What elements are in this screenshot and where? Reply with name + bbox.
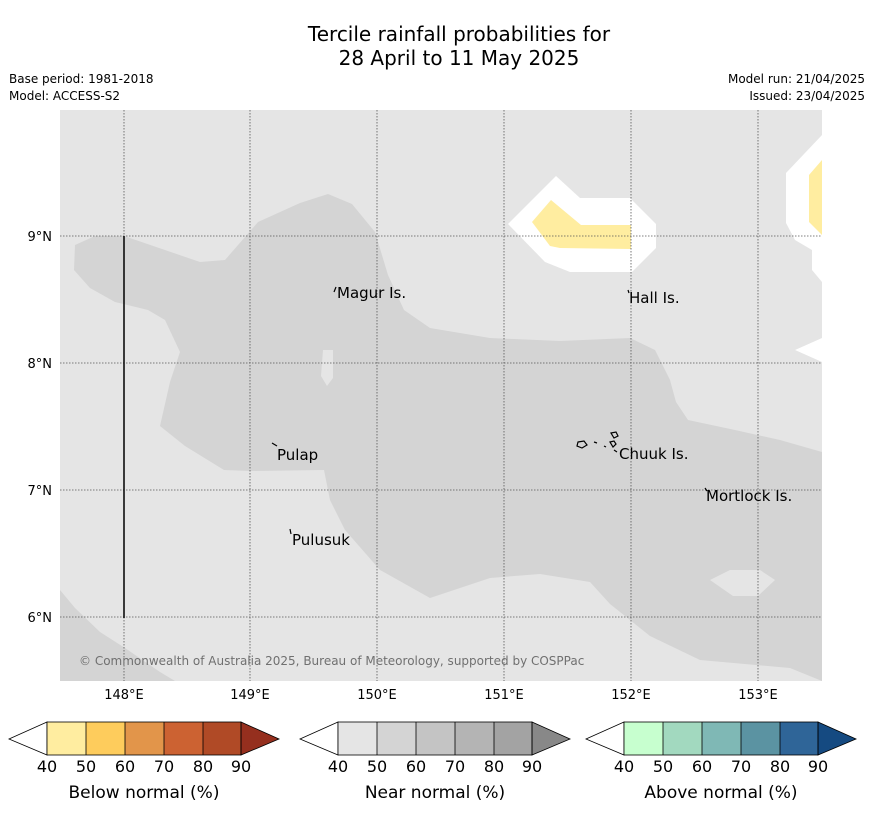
model-name: Model: ACCESS-S2 xyxy=(9,89,121,103)
legend-below-normal: 40 50 60 70 80 90 Below normal (%) xyxy=(7,721,281,803)
above-tick-80: 80 xyxy=(770,757,790,776)
place-label-magur: Magur Is. xyxy=(337,284,406,302)
lower-left-shading xyxy=(60,590,175,681)
legend-label-below: Below normal (%) xyxy=(69,783,220,803)
lon-tick-153: 153°E xyxy=(738,688,778,703)
pulap-island-mark xyxy=(271,442,278,447)
lat-tick-9: 9°N xyxy=(28,230,53,245)
place-label-mortlock: Mortlock Is. xyxy=(706,487,792,505)
lat-tick-labels: 9°N 8°N 7°N 6°N xyxy=(28,230,53,626)
map-title: Tercile rainfall probabilities for 28 Ap… xyxy=(0,22,873,70)
near-tick-70: 70 xyxy=(445,757,465,776)
below-tick-80: 80 xyxy=(193,757,213,776)
meta-left: Base period: 1981-2018 Model: ACCESS-S2 xyxy=(9,71,154,105)
pulusuk-island-mark xyxy=(289,528,292,535)
lon-tick-150: 150°E xyxy=(357,688,397,703)
below-tick-90: 90 xyxy=(231,757,251,776)
map-panel: Magur Is. Hall Is. Pulap Chuuk Is. Mortl… xyxy=(60,110,822,681)
base-period: Base period: 1981-2018 xyxy=(9,72,154,86)
lon-tick-151: 151°E xyxy=(484,688,524,703)
issued-date: Issued: 23/04/2025 xyxy=(749,89,865,103)
place-label-hall: Hall Is. xyxy=(629,289,680,307)
legend-label-above: Above normal (%) xyxy=(644,783,797,803)
legend-above-normal: 40 50 60 70 80 90 Above normal (%) xyxy=(584,721,858,803)
above-tick-50: 50 xyxy=(653,757,673,776)
above-tick-70: 70 xyxy=(731,757,751,776)
legend-label-near: Near normal (%) xyxy=(365,783,505,803)
near-tick-80: 80 xyxy=(484,757,504,776)
below-normal-40-patch-north xyxy=(532,200,631,249)
title-line-1: Tercile rainfall probabilities for xyxy=(307,22,611,46)
lon-tick-labels: 148°E 149°E 150°E 151°E 152°E 153°E xyxy=(104,688,778,703)
lat-tick-7: 7°N xyxy=(28,484,53,499)
legend-near-normal: 40 50 60 70 80 90 Near normal (%) xyxy=(298,721,572,803)
place-label-pulusuk: Pulusuk xyxy=(292,531,350,549)
below-tick-70: 70 xyxy=(154,757,174,776)
below-tick-40: 40 xyxy=(37,757,57,776)
lat-tick-6: 6°N xyxy=(28,611,53,626)
model-run: Model run: 21/04/2025 xyxy=(727,72,865,86)
copyright-notice: © Commonwealth of Australia 2025, Bureau… xyxy=(79,654,584,668)
near-tick-90: 90 xyxy=(522,757,542,776)
above-tick-90: 90 xyxy=(808,757,828,776)
below-normal-40-patch-east xyxy=(809,160,822,235)
lon-tick-152: 152°E xyxy=(611,688,651,703)
hall-island-mark xyxy=(627,289,630,294)
island-marks xyxy=(271,286,708,535)
near-tick-50: 50 xyxy=(367,757,387,776)
near-normal-50-region xyxy=(74,194,822,681)
title-line-2: 28 April to 11 May 2025 xyxy=(338,46,580,70)
lon-tick-148: 148°E xyxy=(104,688,144,703)
chuuk-island-marks xyxy=(576,431,619,453)
lat-tick-8: 8°N xyxy=(28,357,53,372)
light-patch-east xyxy=(710,570,775,596)
place-label-chuuk: Chuuk Is. xyxy=(619,445,688,463)
above-tick-60: 60 xyxy=(692,757,712,776)
mortlock-island-mark xyxy=(704,487,708,492)
white-notch-east xyxy=(795,338,822,362)
below-tick-60: 60 xyxy=(115,757,135,776)
below-tick-50: 50 xyxy=(76,757,96,776)
meta-right: Model run: 21/04/2025 Issued: 23/04/2025 xyxy=(728,71,865,105)
lon-tick-149: 149°E xyxy=(230,688,270,703)
light-notch xyxy=(321,350,333,386)
place-label-pulap: Pulap xyxy=(277,446,318,464)
near-tick-60: 60 xyxy=(406,757,426,776)
magur-island-mark xyxy=(333,286,337,293)
above-tick-40: 40 xyxy=(614,757,634,776)
near-tick-40: 40 xyxy=(328,757,348,776)
